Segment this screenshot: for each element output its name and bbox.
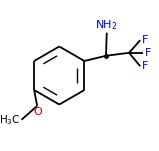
Text: F: F xyxy=(141,35,148,45)
Text: F: F xyxy=(144,48,151,58)
Text: H$_3$C: H$_3$C xyxy=(0,113,20,127)
Text: O: O xyxy=(33,107,42,117)
Text: F: F xyxy=(141,61,148,71)
Text: NH$_2$: NH$_2$ xyxy=(95,18,118,32)
